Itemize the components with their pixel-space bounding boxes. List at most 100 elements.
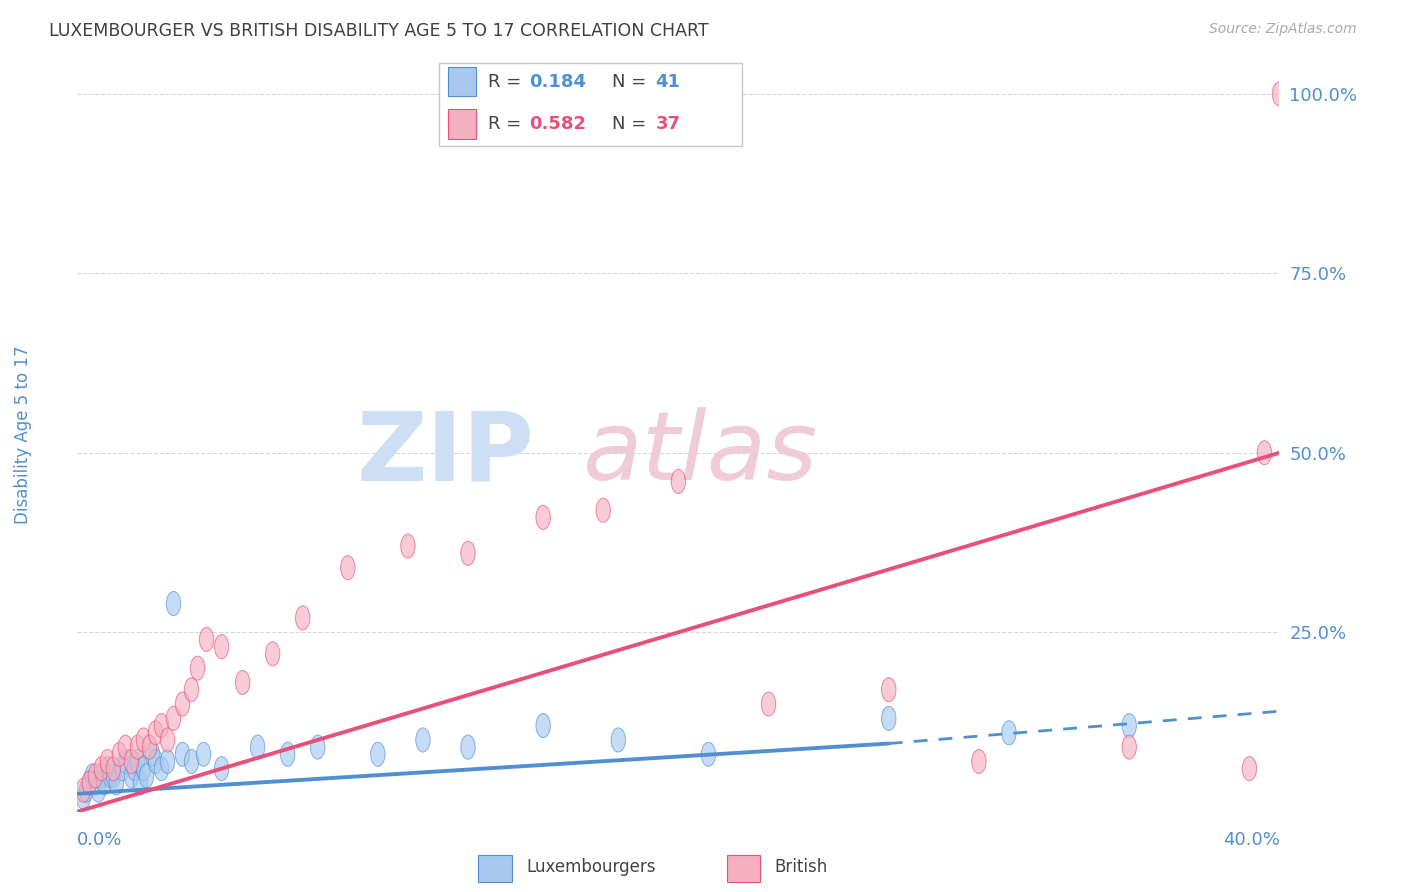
Ellipse shape xyxy=(536,506,550,530)
Text: ZIP: ZIP xyxy=(356,407,534,500)
Ellipse shape xyxy=(401,534,415,558)
Text: British: British xyxy=(775,858,828,877)
Ellipse shape xyxy=(536,714,550,738)
Ellipse shape xyxy=(882,678,896,702)
Ellipse shape xyxy=(86,764,100,788)
FancyBboxPatch shape xyxy=(449,67,477,96)
Text: 37: 37 xyxy=(655,115,681,133)
Ellipse shape xyxy=(190,657,205,681)
Ellipse shape xyxy=(89,764,103,788)
Ellipse shape xyxy=(214,634,229,658)
Ellipse shape xyxy=(184,749,198,773)
Ellipse shape xyxy=(235,671,250,695)
Ellipse shape xyxy=(340,556,356,580)
Ellipse shape xyxy=(671,469,686,493)
Ellipse shape xyxy=(131,749,145,773)
Ellipse shape xyxy=(1122,714,1136,738)
Ellipse shape xyxy=(761,692,776,716)
Text: atlas: atlas xyxy=(582,407,817,500)
FancyBboxPatch shape xyxy=(727,855,761,881)
Ellipse shape xyxy=(112,742,127,766)
Text: Source: ZipAtlas.com: Source: ZipAtlas.com xyxy=(1209,22,1357,37)
FancyBboxPatch shape xyxy=(478,855,512,881)
Ellipse shape xyxy=(1001,721,1017,745)
Ellipse shape xyxy=(295,606,309,630)
Ellipse shape xyxy=(107,764,121,788)
FancyBboxPatch shape xyxy=(449,109,477,139)
Ellipse shape xyxy=(110,771,124,795)
Text: 41: 41 xyxy=(655,73,681,91)
Ellipse shape xyxy=(882,706,896,731)
Ellipse shape xyxy=(118,735,132,759)
Ellipse shape xyxy=(155,714,169,738)
Ellipse shape xyxy=(280,742,295,766)
Ellipse shape xyxy=(100,749,115,773)
Ellipse shape xyxy=(371,742,385,766)
Ellipse shape xyxy=(1257,441,1271,465)
FancyBboxPatch shape xyxy=(439,63,742,146)
Ellipse shape xyxy=(702,742,716,766)
Ellipse shape xyxy=(461,541,475,566)
Ellipse shape xyxy=(142,735,156,759)
Ellipse shape xyxy=(124,749,139,773)
Ellipse shape xyxy=(166,706,181,731)
Ellipse shape xyxy=(155,756,169,780)
Ellipse shape xyxy=(139,764,153,788)
Text: 40.0%: 40.0% xyxy=(1223,831,1279,849)
Ellipse shape xyxy=(134,771,148,795)
Ellipse shape xyxy=(176,692,190,716)
Ellipse shape xyxy=(124,764,139,788)
Ellipse shape xyxy=(1272,82,1286,106)
Text: 0.582: 0.582 xyxy=(529,115,586,133)
Ellipse shape xyxy=(160,749,174,773)
Ellipse shape xyxy=(148,749,163,773)
Ellipse shape xyxy=(166,591,181,615)
Ellipse shape xyxy=(197,742,211,766)
Ellipse shape xyxy=(311,735,325,759)
Text: 0.0%: 0.0% xyxy=(77,831,122,849)
Ellipse shape xyxy=(148,721,163,745)
Ellipse shape xyxy=(184,678,198,702)
Ellipse shape xyxy=(214,756,229,780)
Text: R =: R = xyxy=(488,115,527,133)
Ellipse shape xyxy=(145,742,160,766)
Ellipse shape xyxy=(82,771,97,795)
Ellipse shape xyxy=(596,498,610,523)
Ellipse shape xyxy=(1122,735,1136,759)
Ellipse shape xyxy=(160,728,174,752)
Ellipse shape xyxy=(94,764,108,788)
Text: LUXEMBOURGER VS BRITISH DISABILITY AGE 5 TO 17 CORRELATION CHART: LUXEMBOURGER VS BRITISH DISABILITY AGE 5… xyxy=(49,22,709,40)
Ellipse shape xyxy=(100,756,115,780)
Ellipse shape xyxy=(115,756,129,780)
Ellipse shape xyxy=(131,735,145,759)
Ellipse shape xyxy=(97,771,111,795)
Ellipse shape xyxy=(94,756,108,780)
Ellipse shape xyxy=(91,778,105,802)
Text: N =: N = xyxy=(612,115,652,133)
Ellipse shape xyxy=(107,756,121,780)
Ellipse shape xyxy=(118,749,132,773)
Ellipse shape xyxy=(103,764,118,788)
Ellipse shape xyxy=(612,728,626,752)
Text: 0.184: 0.184 xyxy=(529,73,586,91)
Ellipse shape xyxy=(82,771,97,795)
Ellipse shape xyxy=(176,742,190,766)
Text: Luxembourgers: Luxembourgers xyxy=(526,858,655,877)
Ellipse shape xyxy=(416,728,430,752)
Ellipse shape xyxy=(461,735,475,759)
Ellipse shape xyxy=(136,728,150,752)
Text: N =: N = xyxy=(612,73,652,91)
Ellipse shape xyxy=(266,641,280,665)
Text: Disability Age 5 to 17: Disability Age 5 to 17 xyxy=(14,345,32,524)
Ellipse shape xyxy=(76,778,90,802)
Ellipse shape xyxy=(76,785,90,809)
Ellipse shape xyxy=(79,778,94,802)
Text: R =: R = xyxy=(488,73,527,91)
Ellipse shape xyxy=(200,627,214,651)
Ellipse shape xyxy=(1241,756,1257,780)
Ellipse shape xyxy=(89,771,103,795)
Ellipse shape xyxy=(127,756,142,780)
Ellipse shape xyxy=(250,735,264,759)
Ellipse shape xyxy=(136,756,150,780)
Ellipse shape xyxy=(972,749,986,773)
